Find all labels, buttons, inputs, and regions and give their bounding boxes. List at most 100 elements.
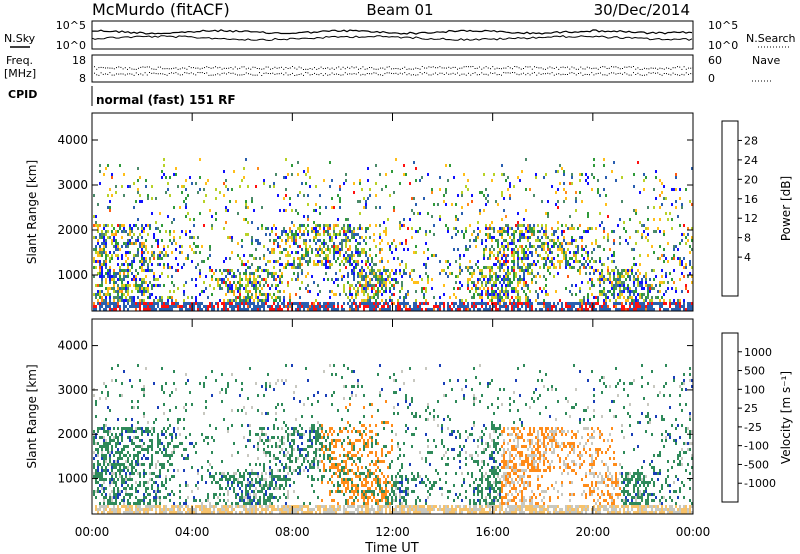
nave-mark [252,74,254,76]
station-title: McMurdo (fitACF) [92,0,230,19]
nave-mark [283,74,285,76]
freq-mark [199,68,201,70]
nave-mark [281,72,282,74]
nave-mark [448,73,450,75]
nave-mark [586,74,588,75]
nave-mark [641,74,643,76]
nave-mark [472,73,474,74]
freq-mark [479,66,480,68]
nave-mark [190,72,192,74]
nave-mark [292,72,293,74]
colorbar-tick-label: 4 [744,251,751,264]
time-axis: 00:00 04:00 08:00 12:00 16:00 20:00 00:00 [75,525,711,539]
y-tick-label: 2000 [57,223,88,237]
nave-mark [212,74,214,76]
nave-mark [171,72,172,74]
nave-mark [591,72,593,74]
freq-mark [507,66,509,67]
freq-mark [465,66,467,68]
nave-mark [668,73,670,75]
freq-mark [340,68,342,70]
nave-mark [386,72,388,74]
freq-mark [206,66,208,68]
nave-mark [223,72,225,74]
freq-mark [571,66,573,68]
freq-mark [228,67,230,69]
freq-mark [311,68,313,70]
nave-mark [241,74,243,76]
freq-mark [355,66,357,68]
nave-mark [333,73,335,75]
freq-mark [351,66,353,68]
nave-mark [228,72,230,74]
freq-mark [105,67,106,69]
colorbar-frame [721,120,739,297]
freq-mark [395,68,397,69]
freq-mark [377,68,379,70]
nave-mark [384,73,386,75]
colorbar-tick-label: 12 [744,212,758,225]
freq-mark [666,67,667,69]
freq-mark [402,67,403,69]
nave-mark [617,73,619,74]
freq-mark [382,67,384,69]
power-panel: 1000 2000 3000 4000 Slant Range [km] [25,112,694,312]
colorbar-tick-label: 24 [744,154,758,167]
nave-mark [373,72,375,74]
freq-mark [545,68,546,70]
y-tick-label: 3000 [57,383,88,397]
freq-mark [659,67,661,69]
nave-mark [424,72,425,74]
freq-mark [494,68,496,70]
nave-mark [611,72,612,74]
freq-mark [327,67,329,69]
freq-mark [518,67,520,69]
nave-mark [287,74,289,76]
nave-mark [340,74,342,76]
noise-panel [91,20,694,50]
freq-mark [417,68,419,69]
freq-mark [461,67,463,69]
nave-mark [118,73,120,75]
nave-mark [514,72,516,74]
nave-mark [175,72,177,74]
freq-mark [457,68,458,70]
nave-mark [160,73,161,75]
freq-mark [556,66,557,68]
nave-mark [529,74,531,76]
freq-mark [300,67,302,69]
nave-mark [505,72,507,74]
nave-mark [476,74,478,76]
nave-mark [542,73,544,75]
cpid-label: CPID [8,88,37,101]
nave-mark [639,74,641,76]
freq-mark [604,66,606,68]
nave-mark [567,74,568,75]
freq-mark [252,66,254,68]
freq-mark [399,68,401,70]
nave-mark [677,74,678,76]
nave-mark [186,72,188,74]
nave-mark [670,74,672,76]
nave-mark [580,72,582,74]
nave-mark [296,74,298,76]
freq-mark [210,67,212,69]
freq-mark [303,69,304,70]
nave-mark [250,73,252,75]
nave-mark [604,74,606,76]
freq-mark [562,66,564,68]
freq-mark [432,66,434,68]
freq-mark [459,67,461,69]
freq-mark [316,68,318,70]
freq-mark [344,68,346,70]
nave-mark [221,72,223,74]
freq-mark [595,67,597,69]
nave-mark [138,74,139,76]
nave-mark [454,73,456,75]
nave-mark [349,73,351,75]
nave-mark [595,73,597,75]
freq-mark [648,68,650,70]
freq-mark [600,66,601,68]
nave-mark [679,74,681,76]
freq-mark [285,67,287,68]
